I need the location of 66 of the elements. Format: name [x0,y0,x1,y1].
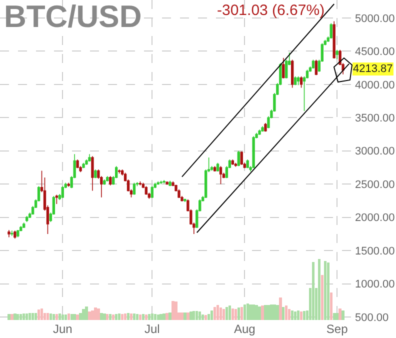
y-tick-label: 4500.00 [355,46,395,58]
candlestick [109,176,112,186]
candlestick [144,186,148,196]
candlestick [22,222,26,228]
candlestick [294,76,297,86]
candlestick [231,159,234,166]
candlestick [219,166,222,184]
candlestick [213,166,216,172]
candlestick [332,20,336,59]
y-tick-label: 3000.00 [355,146,395,158]
candlestick [106,176,109,182]
x-tick-label: Aug [234,322,256,336]
candlestick [26,216,28,222]
y-tick-label: 3500.00 [355,112,395,124]
candlestick [178,189,180,198]
candlestick [184,198,186,202]
candlestick [67,182,70,188]
candlestick [330,22,332,39]
y-tick-label: 1000.00 [355,278,395,291]
candlestick [264,122,267,132]
y-tick-label: 2000.00 [355,212,395,224]
candlestick [240,151,243,166]
candlestick [8,230,10,238]
candlestick [88,154,91,162]
candlestick [261,126,264,132]
candlestick [132,182,136,196]
candlestick [61,186,64,198]
y-tick-label: 5000.00 [355,12,395,25]
candlestick [55,194,58,204]
candlestick [168,180,172,186]
chart-title: BTC/USD [4,0,142,34]
x-tick-label: Sep [326,322,348,336]
candlestick [258,129,261,136]
candlestick [296,76,300,86]
candlestick [10,230,14,236]
candlestick [166,181,168,186]
y-tick-label: 4000.00 [355,79,395,92]
candlestick [156,181,160,186]
candlestick [103,179,106,186]
candlestick [162,180,166,184]
x-tick-label: Jul [144,322,160,336]
y-tick-label: 1500.00 [355,245,395,258]
y-tick-label: 500.00 [355,312,389,324]
candlestick [252,136,255,169]
candlestick [91,156,94,192]
candlestick [246,159,249,169]
candlestick [14,230,16,239]
text: 4213.87 [353,63,393,75]
candlestick [237,150,240,167]
candlestick [300,76,303,88]
candlestick [336,49,338,60]
candlestick [291,59,294,88]
y-tick-label: 2500.00 [355,178,395,191]
candlestick [138,181,142,186]
candlestick [94,169,97,179]
chart-subtitle: -301.03 (6.67%) [217,2,325,19]
candlestick [282,57,285,79]
candlestick [16,230,20,238]
candlestick [314,59,318,76]
x-tick-label: Jun [52,322,72,336]
candlestick [76,159,79,169]
candlestick [150,186,154,198]
candlestick [312,59,315,69]
candlestick [82,162,85,169]
candlestick [118,169,121,174]
candlestick [160,180,162,184]
